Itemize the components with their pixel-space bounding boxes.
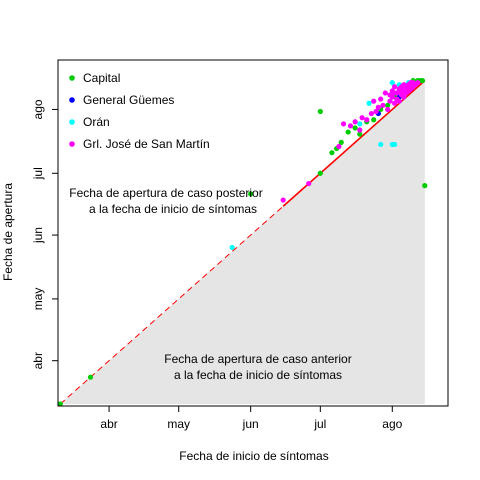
legend-label: Grl. José de San Martín — [83, 137, 210, 151]
point-capital — [371, 117, 377, 123]
point-grl-jos-de-san-mart-n — [401, 82, 407, 88]
point-grl-jos-de-san-mart-n — [359, 115, 365, 121]
legend-label: Capital — [83, 71, 120, 85]
upper-annotation-line-1: Fecha de apertura de caso posterior — [69, 186, 262, 200]
legend-marker — [69, 75, 75, 81]
upper-annotation-line-2: a la fecha de inicio de síntomas — [89, 202, 257, 216]
x-tick-label: abr — [100, 417, 117, 431]
point-grl-jos-de-san-mart-n — [340, 121, 347, 127]
legend-marker — [69, 97, 75, 103]
point-capital — [357, 131, 363, 137]
x-tick-label: jul — [313, 417, 326, 431]
point-grl-jos-de-san-mart-n — [392, 84, 398, 90]
x-tick-label: jun — [242, 417, 259, 431]
point-grl-jos-de-san-mart-n — [280, 197, 286, 203]
point-grl-jos-de-san-mart-n — [396, 88, 402, 94]
lower-annotation-line-2: a la fecha de inicio de síntomas — [174, 368, 342, 382]
point-or-n — [366, 100, 372, 106]
point-capital — [352, 125, 358, 131]
point-or-n — [378, 141, 384, 148]
y-tick-label: abr — [31, 352, 45, 369]
point-grl-jos-de-san-mart-n — [347, 123, 354, 129]
point-capital — [57, 401, 63, 407]
point-capital — [338, 139, 344, 145]
point-grl-jos-de-san-mart-n — [380, 102, 386, 108]
point-capital — [248, 191, 254, 197]
point-or-n — [357, 121, 363, 127]
y-tick-label: may — [31, 288, 45, 311]
point-grl-jos-de-san-mart-n — [378, 96, 384, 102]
point-capital — [87, 374, 94, 380]
point-grl-jos-de-san-mart-n — [387, 98, 393, 104]
point-or-n — [229, 244, 235, 251]
point-grl-jos-de-san-mart-n — [364, 117, 370, 123]
point-grl-jos-de-san-mart-n — [392, 90, 398, 96]
point-grl-jos-de-san-mart-n — [368, 110, 374, 117]
scatter-points — [57, 77, 428, 407]
legend-label: Orán — [83, 115, 110, 129]
x-axis: abr may jun jul ago — [100, 405, 403, 431]
point-grl-jos-de-san-mart-n — [375, 104, 381, 110]
x-axis-title: Fecha de inicio de síntomas — [179, 449, 328, 463]
point-grl-jos-de-san-mart-n — [385, 106, 391, 113]
y-tick-label: jun — [31, 227, 45, 244]
point-capital — [345, 129, 351, 135]
legend-marker — [69, 119, 75, 125]
point-capital — [419, 77, 426, 84]
point-capital — [317, 170, 323, 176]
point-grl-jos-de-san-mart-n — [371, 98, 377, 104]
point-capital — [422, 183, 428, 189]
x-tick-label: may — [167, 417, 190, 431]
point-grl-jos-de-san-mart-n — [357, 127, 363, 133]
point-grl-jos-de-san-mart-n — [306, 180, 312, 187]
legend-marker — [69, 141, 75, 147]
point-or-n — [389, 80, 395, 86]
point-capital — [329, 150, 335, 156]
point-capital — [317, 108, 323, 115]
x-tick-label: ago — [382, 417, 402, 431]
legend: Capital General Güemes Orán Grl. José de Sa… — [69, 71, 210, 151]
point-grl-jos-de-san-mart-n — [336, 143, 342, 150]
lower-annotation-line-1: Fecha de apertura de caso anterior — [164, 352, 351, 366]
y-tick-label: ago — [31, 99, 45, 119]
legend-label: General Güemes — [83, 93, 174, 107]
point-grl-jos-de-san-mart-n — [352, 119, 358, 125]
point-capital — [385, 102, 391, 108]
point-grl-jos-de-san-mart-n — [396, 98, 402, 104]
point-grl-jos-de-san-mart-n — [382, 90, 388, 96]
point-grl-jos-de-san-mart-n — [392, 100, 398, 106]
point-grl-jos-de-san-mart-n — [405, 86, 412, 92]
identity-line — [59, 80, 426, 405]
y-axis: abr may jun jul ago — [31, 99, 59, 369]
point-grl-jos-de-san-mart-n — [401, 94, 407, 100]
point-grl-jos-de-san-mart-n — [415, 80, 421, 86]
point-or-n — [392, 141, 398, 148]
y-tick-label: jul — [31, 167, 45, 180]
point-grl-jos-de-san-mart-n — [387, 92, 393, 98]
y-axis-title: Fecha de apertura — [1, 183, 15, 281]
point-grl-jos-de-san-mart-n — [373, 108, 379, 115]
